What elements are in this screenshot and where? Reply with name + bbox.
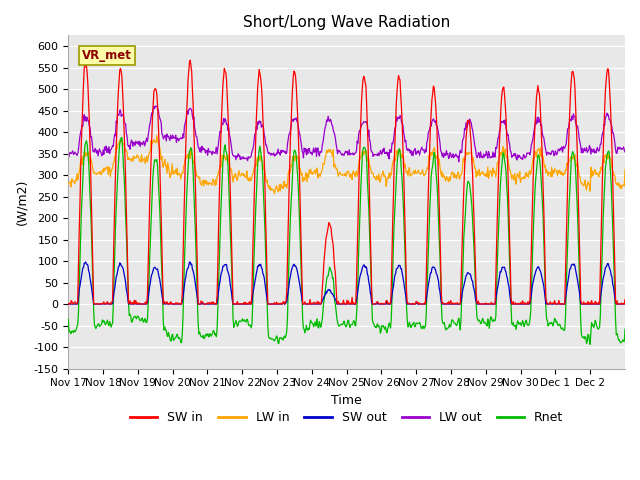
Legend: SW in, LW in, SW out, LW out, Rnet: SW in, LW in, SW out, LW out, Rnet [125, 406, 568, 429]
Text: VR_met: VR_met [82, 48, 132, 61]
Title: Short/Long Wave Radiation: Short/Long Wave Radiation [243, 15, 451, 30]
X-axis label: Time: Time [332, 394, 362, 407]
Y-axis label: (W/m2): (W/m2) [15, 179, 28, 225]
